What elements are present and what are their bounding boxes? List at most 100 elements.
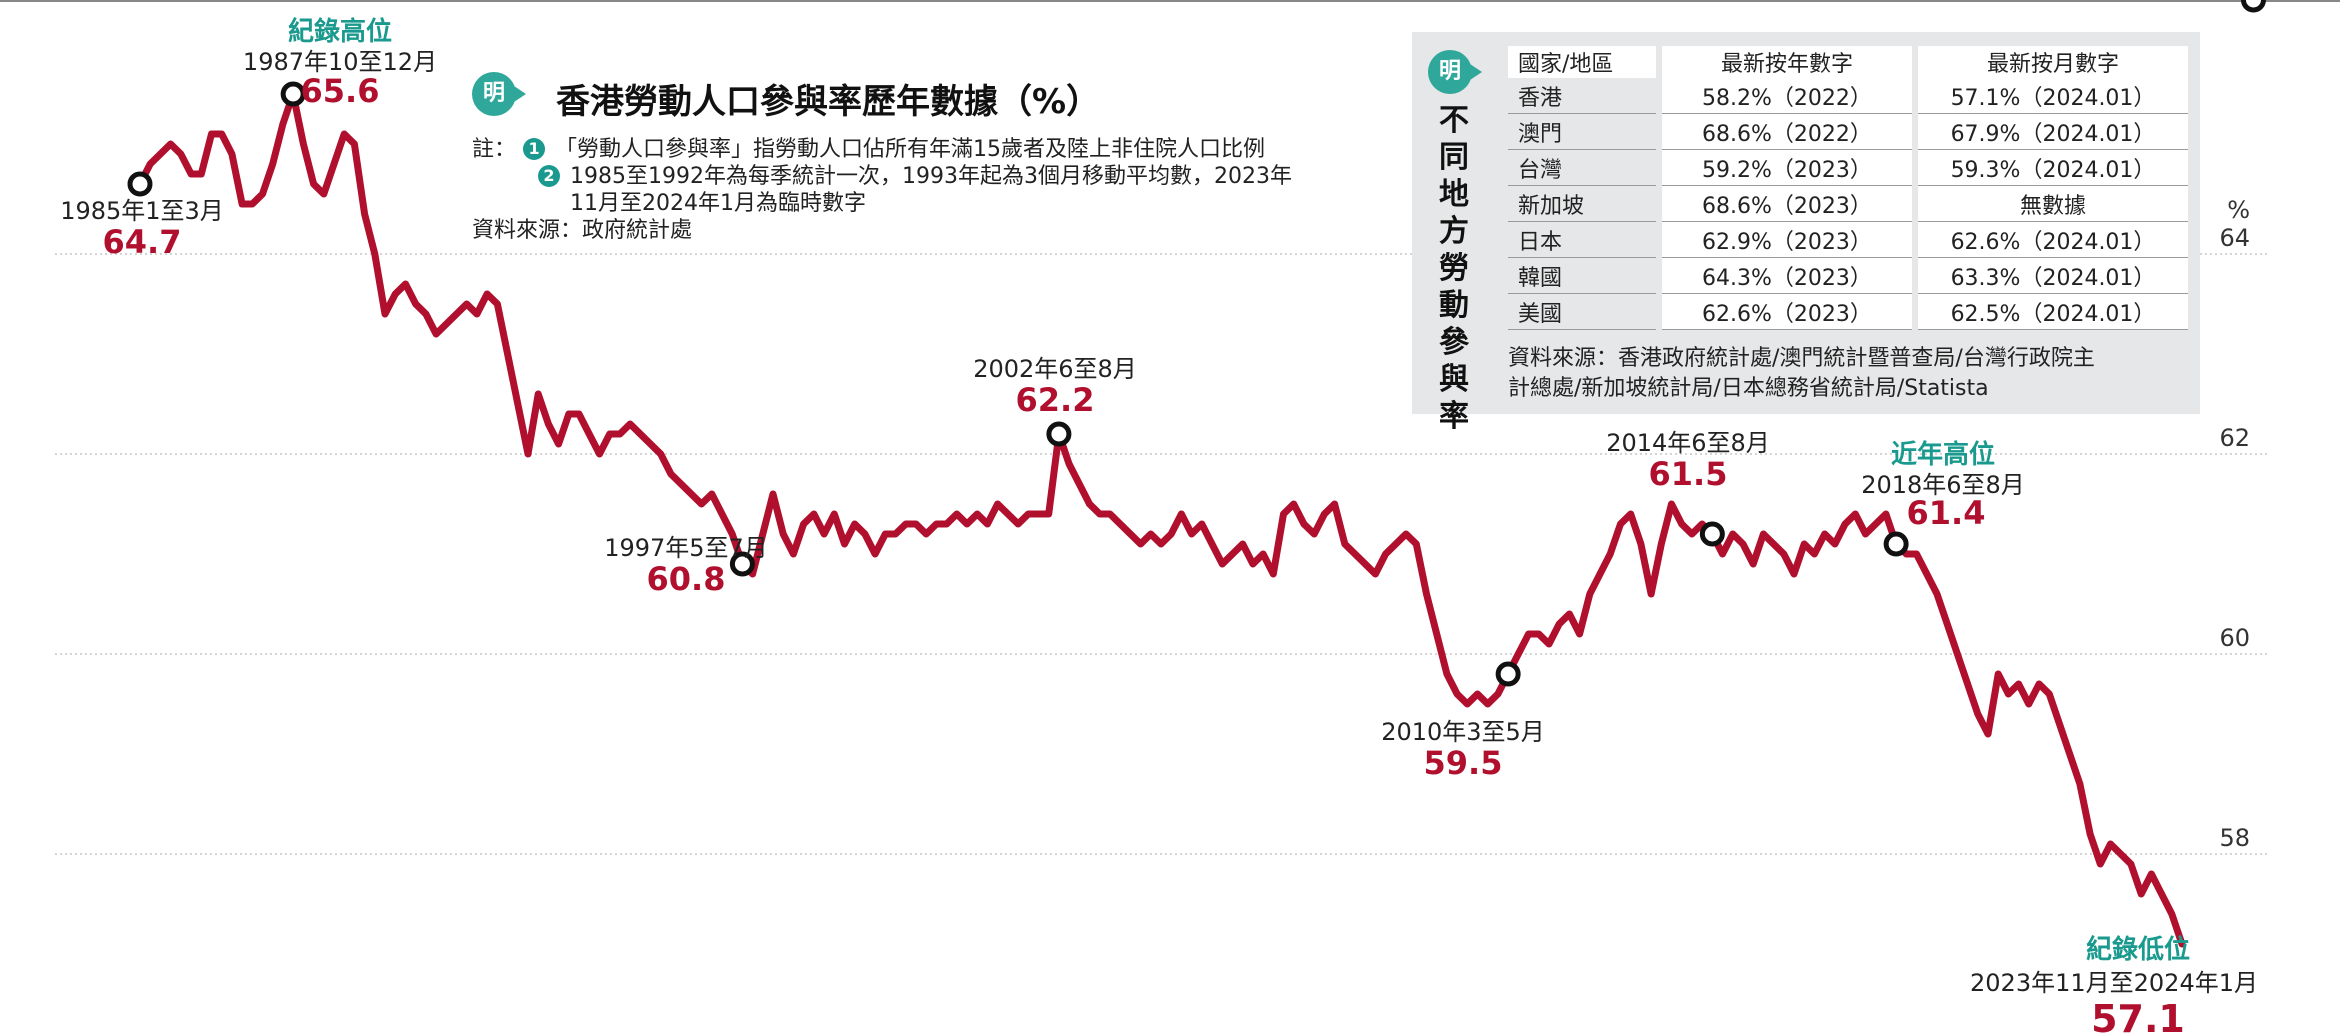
table-row: 韓國 64.3%（2023） 63.3%（2024.01） [1508,258,2188,294]
cell-monthly: 62.5%（2024.01） [1918,294,2188,330]
panel-title-char: 與 [1439,362,1469,397]
annotation-value: 65.6 [301,72,380,110]
cell-annual: 59.2%（2023） [1662,150,1912,186]
cell-monthly: 57.1%（2024.01） [1918,78,2188,114]
cell-annual: 62.6%（2023） [1662,294,1912,330]
annotation-tag: 紀錄低位 [2086,934,2190,965]
panel-title-char: 同 [1439,140,1469,175]
y-tick-label: 58 [2219,824,2250,852]
cell-annual: 68.6%（2023） [1662,186,1912,222]
y-axis-ticks: % 58 60 62 64 [2219,196,2250,852]
logo-tail [508,82,526,106]
annotation-marker [280,81,306,107]
note-source-row: 資料來源：政府統計處 [472,217,1412,244]
comparison-panel: 明 不 同 地 方 勞 動 參 與 率 國家/地區 最新按年數字 最新按月數字 … [1412,32,2200,434]
annotation-value: 61.4 [1907,494,1986,532]
cell-annual: 62.9%（2023） [1662,222,1912,258]
table-body: 香港 58.2%（2022） 57.1%（2024.01） 澳門 68.6%（2022… [1508,78,2188,330]
panel-source: 資料來源：香港政府統計處/澳門統計暨普查局/台灣行政院主 計總處/新加坡統計局/… [1508,344,2188,404]
table-row: 日本 62.9%（2023） 62.6%（2024.01） [1508,222,2188,258]
panel-title-char: 動 [1439,288,1469,323]
table-header-row: 國家/地區 最新按年數字 最新按月數字 [1508,46,2188,78]
table-row: 新加坡 68.6%（2023） 無數據 [1508,186,2188,222]
annotation-date: 1985年1至3月 [60,197,224,225]
panel-logo-bubble: 明 [1428,50,1472,94]
cell-region: 香港 [1508,78,1656,114]
y-unit-label: % [2227,196,2250,224]
table-row: 澳門 68.6%（2022） 67.9%（2024.01） [1508,114,2188,150]
y-tick-label: 62 [2219,424,2250,452]
cell-region: 日本 [1508,222,1656,258]
y-tick-label: 60 [2219,624,2250,652]
cell-region: 澳門 [1508,114,1656,150]
annotation-date: 2002年6至8月 [973,355,1137,383]
chart-title: 香港勞動人口參與率歷年數據（%） [556,82,1101,122]
panel-title-char: 參 [1439,325,1469,360]
cell-monthly: 62.6%（2024.01） [1918,222,2188,258]
panel-logo-icon: 明 [1428,50,1486,100]
cell-monthly: 59.3%（2024.01） [1918,150,2188,186]
annotation-date: 2010年3至5月 [1381,718,1545,746]
header-region: 國家/地區 [1508,46,1656,78]
annotation-value: 57.1 [2091,997,2185,1036]
annotation-marker [1699,521,1725,547]
annotation-date: 2014年6至8月 [1606,429,1770,457]
logo-bubble: 明 [472,72,516,116]
cell-monthly: 63.3%（2024.01） [1918,258,2188,294]
panel-title-char: 地 [1439,177,1469,212]
annotation-marker [729,551,755,577]
header-annual: 最新按年數字 [1662,46,1912,78]
annotation-tag: 近年高位 [1891,439,1995,470]
panel-title-char: 不 [1439,103,1469,138]
mingpao-logo-icon: 明 [472,72,530,122]
table-row: 美國 62.6%（2023） 62.5%（2024.01） [1508,294,2188,330]
panel-title-char: 勞 [1439,251,1469,286]
annotation-date: 1987年10至12月 [243,48,437,76]
annotation-marker [2240,0,2266,13]
annotation-date: 1997年5至7月 [604,534,768,562]
annotation-value: 62.2 [1016,381,1095,419]
annotation-tag: 紀錄高位 [288,16,392,47]
note-row-2-cont: 11月至2024年1月為臨時數字 [472,190,1412,217]
annotation-marker [127,171,153,197]
cell-region: 台灣 [1508,150,1656,186]
note-number-1-icon: 1 [523,138,546,160]
panel-title: 不 同 地 方 勞 動 參 與 率 [1434,102,1474,435]
note-row-2: 2 1985至1992年為每季統計一次，1993年起為3個月移動平均數，2023年 [472,163,1412,190]
panel-title-char: 率 [1439,399,1469,434]
chart-source: 資料來源：政府統計處 [472,218,693,243]
header-monthly: 最新按月數字 [1918,46,2188,78]
note-1-text: 「勞動人口參與率」指勞動人口佔所有年滿15歲者及陸上非住院人口比例 [555,137,1266,162]
annotation-value: 59.5 [1424,744,1503,782]
cell-region: 美國 [1508,294,1656,330]
cell-region: 新加坡 [1508,186,1656,222]
series-line-layer [136,90,2186,948]
note-2-text-cont: 11月至2024年1月為臨時數字 [570,191,866,216]
annotation-date: 2018年6至8月 [1861,471,2025,499]
note-prefix: 註： [472,137,517,162]
cell-annual: 58.2%（2022） [1662,78,1912,114]
note-2-text: 1985至1992年為每季統計一次，1993年起為3個月移動平均數，2023年 [570,164,1292,189]
panel-title-char: 方 [1439,214,1469,249]
cell-annual: 64.3%（2023） [1662,258,1912,294]
y-tick-label: 64 [2219,224,2250,252]
series-line [136,90,2186,948]
panel-source-line-1: 資料來源：香港政府統計處/澳門統計暨普查局/台灣行政院主 [1508,346,2095,371]
cell-monthly: 67.9%（2024.01） [1918,114,2188,150]
panel-source-line-2: 計總處/新加坡統計局/日本總務省統計局/Statista [1508,376,1989,401]
annotation-marker [1883,531,1909,557]
cell-region: 韓國 [1508,258,1656,294]
annotation-value: 64.7 [103,223,182,261]
annotation-value: 61.5 [1649,455,1728,493]
panel-logo-tail [1464,60,1482,84]
annotation-value: 60.8 [647,560,726,598]
